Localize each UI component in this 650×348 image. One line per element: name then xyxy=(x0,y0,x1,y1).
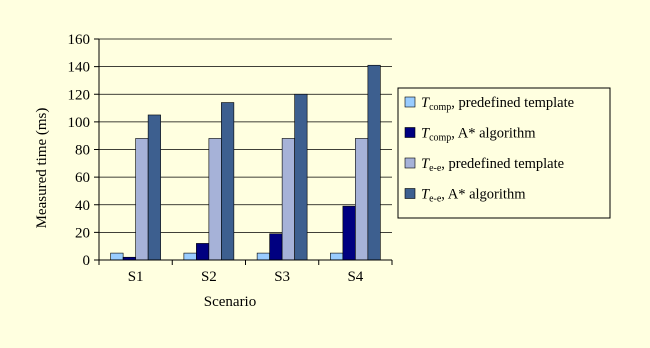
bar-s1-series-3 xyxy=(135,138,149,261)
bar-s4-series-1 xyxy=(330,252,344,261)
bar-s2-series-3 xyxy=(208,138,222,261)
bar-s2-series-1 xyxy=(183,252,197,261)
y-tick-label: 120 xyxy=(68,87,91,103)
x-tick-label: S2 xyxy=(201,269,217,285)
bar-s3-series-3 xyxy=(281,138,295,261)
x-tick-label: S4 xyxy=(347,269,363,285)
bar-s3-series-1 xyxy=(256,252,270,261)
y-axis-label: Measured time (ms) xyxy=(34,108,50,229)
bar-s1-series-4 xyxy=(147,114,161,261)
x-axis-label: Scenario xyxy=(204,294,256,310)
bar-s4-series-4 xyxy=(367,64,381,261)
bar-s4-series-3 xyxy=(355,138,369,261)
bar-s3-series-2 xyxy=(269,233,283,261)
y-tick-label: 60 xyxy=(75,170,90,186)
x-tick-label: S3 xyxy=(274,269,290,285)
y-tick-label: 100 xyxy=(68,115,91,131)
bar-s2-series-2 xyxy=(196,243,210,261)
legend-swatch xyxy=(404,127,416,138)
x-tick-label: S1 xyxy=(128,269,144,285)
bar-s1-series-1 xyxy=(110,252,124,261)
y-tick-label: 0 xyxy=(83,253,91,269)
y-tick-label: 20 xyxy=(75,225,90,241)
legend-swatch xyxy=(404,157,416,169)
legend-label: Te-e, A* algorithm xyxy=(421,187,526,205)
bar-s3-series-4 xyxy=(294,93,308,261)
legend-label: Tcomp, predefined template xyxy=(421,95,574,113)
bar-s2-series-4 xyxy=(221,102,235,261)
legend-label: Tcomp, A* algorithm xyxy=(421,126,536,144)
legend-swatch xyxy=(404,96,416,108)
legend-swatch xyxy=(404,188,416,199)
legend-box xyxy=(397,87,611,219)
y-tick-label: 40 xyxy=(75,198,90,214)
legend: Tcomp, predefined template Tcomp, A* algo… xyxy=(397,87,611,219)
y-tick-label: 140 xyxy=(68,60,91,76)
legend-label: Te-e, predefined template xyxy=(421,156,564,174)
y-tick-label: 160 xyxy=(68,32,91,48)
y-tick-label: 80 xyxy=(75,143,90,159)
bar-s4-series-2 xyxy=(342,205,356,261)
